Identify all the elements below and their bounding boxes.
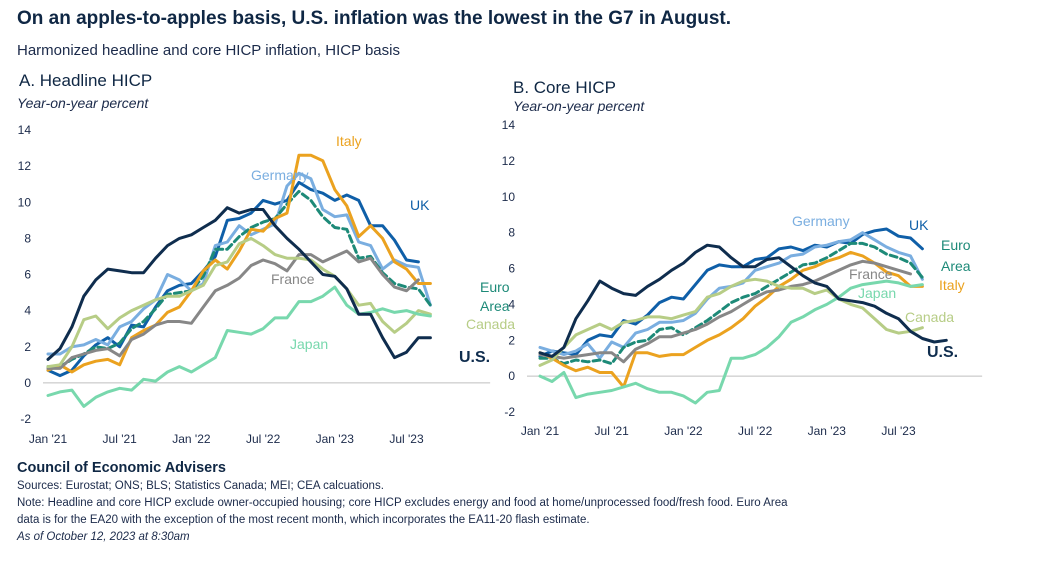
y-tick-label: 14 bbox=[18, 123, 32, 137]
footer-org: Council of Economic Advisers bbox=[17, 460, 226, 476]
series-line-u-s bbox=[46, 206, 432, 361]
series-label-u-s: U.S. bbox=[459, 349, 490, 366]
series-label-france: France bbox=[849, 266, 893, 282]
footer-as-of: As of October 12, 2023 at 8:30am bbox=[17, 531, 190, 543]
series-label-u-s: U.S. bbox=[927, 344, 958, 361]
y-tick-label: 12 bbox=[502, 154, 516, 168]
x-tick-label: Jan '21 bbox=[29, 432, 68, 446]
x-tick-label: Jan '23 bbox=[316, 432, 355, 446]
footer-note-line1: Note: Headline and core HICP exclude own… bbox=[17, 497, 788, 509]
series-label-uk: UK bbox=[410, 197, 430, 213]
x-tick-label: Jul '21 bbox=[103, 432, 138, 446]
x-tick-label: Jul '22 bbox=[246, 432, 281, 446]
y-tick-label: 10 bbox=[502, 190, 516, 204]
panel-b-core-chart: -2 0 2 4 6 8 10 12 14 Jan '21 Jul '21 Jan '22 Jul '2… bbox=[502, 118, 983, 438]
x-tick-label: Jan '23 bbox=[808, 424, 847, 438]
series-line-italy bbox=[538, 250, 924, 389]
y-tick-label: 14 bbox=[502, 118, 516, 132]
y-tick-label: 10 bbox=[18, 195, 32, 209]
series-label-germany: Germany bbox=[251, 167, 309, 183]
series-line-japan bbox=[538, 279, 924, 405]
page-title: On an apples-to-apples basis, U.S. infla… bbox=[17, 8, 732, 29]
footer-note-line2: data is for the EA20 with the exception … bbox=[17, 514, 590, 526]
footer-sources: Sources: Eurostat; ONS; BLS; Statistics … bbox=[17, 480, 384, 492]
series-line-canada bbox=[46, 236, 432, 369]
y-tick-label: 8 bbox=[508, 226, 515, 240]
y-tick-label: 2 bbox=[24, 340, 31, 354]
y-tick-label: -2 bbox=[504, 405, 515, 419]
x-tick-label: Jul '23 bbox=[881, 424, 916, 438]
series-label-uk: UK bbox=[909, 217, 929, 233]
series-label-france: France bbox=[271, 271, 315, 287]
x-tick-label: Jul '22 bbox=[738, 424, 773, 438]
series-label-canada: Canada bbox=[905, 309, 954, 325]
panel-a-title: A. Headline HICP bbox=[19, 71, 153, 90]
y-tick-label: 12 bbox=[18, 159, 32, 173]
y-tick-label: 0 bbox=[24, 376, 31, 390]
y-tick-label: 6 bbox=[24, 268, 31, 282]
panel-b-y-unit: Year-on-year percent bbox=[513, 98, 645, 114]
x-tick-label: Jan '22 bbox=[172, 432, 211, 446]
series-line-france bbox=[538, 259, 912, 364]
series-label-canada: Canada bbox=[466, 316, 515, 332]
y-tick-label: 6 bbox=[508, 262, 515, 276]
series-line-germany bbox=[46, 171, 432, 356]
y-tick-label: 4 bbox=[24, 304, 31, 318]
series-line-u-s bbox=[538, 243, 948, 358]
series-line-euro-area bbox=[46, 189, 432, 369]
y-tick-label: 8 bbox=[24, 231, 31, 245]
series-label-italy: Italy bbox=[336, 133, 362, 149]
series-line-euro-area bbox=[538, 241, 924, 366]
x-tick-label: Jan '22 bbox=[664, 424, 703, 438]
series-label-germany: Germany bbox=[792, 213, 850, 229]
series-line-france bbox=[46, 249, 420, 370]
page-subtitle: Harmonized headline and core HICP inflat… bbox=[17, 42, 400, 59]
series-label-euro-area: Euro Area bbox=[480, 279, 510, 314]
series-line-uk bbox=[538, 227, 924, 358]
x-tick-label: Jul '23 bbox=[389, 432, 424, 446]
y-tick-label: 4 bbox=[508, 297, 515, 311]
x-tick-label: Jan '21 bbox=[521, 424, 560, 438]
panel-b-title: B. Core HICP bbox=[513, 78, 616, 97]
series-label-japan: Japan bbox=[858, 285, 896, 301]
panel-a-headline-chart: -2 0 2 4 6 8 10 12 14 Jan '21 Jul '21 Jan '22 Jul '2… bbox=[18, 123, 516, 446]
series-label-euro-area: Euro Area bbox=[941, 237, 971, 274]
y-tick-label: -2 bbox=[20, 412, 31, 426]
y-tick-label: 0 bbox=[508, 369, 515, 383]
x-tick-label: Jul '21 bbox=[595, 424, 630, 438]
series-line-canada bbox=[538, 277, 924, 367]
panel-a-y-unit: Year-on-year percent bbox=[17, 95, 149, 111]
series-label-japan: Japan bbox=[290, 336, 328, 352]
y-tick-label: 2 bbox=[508, 333, 515, 347]
series-label-italy: Italy bbox=[939, 277, 965, 293]
series-line-italy bbox=[46, 153, 432, 374]
